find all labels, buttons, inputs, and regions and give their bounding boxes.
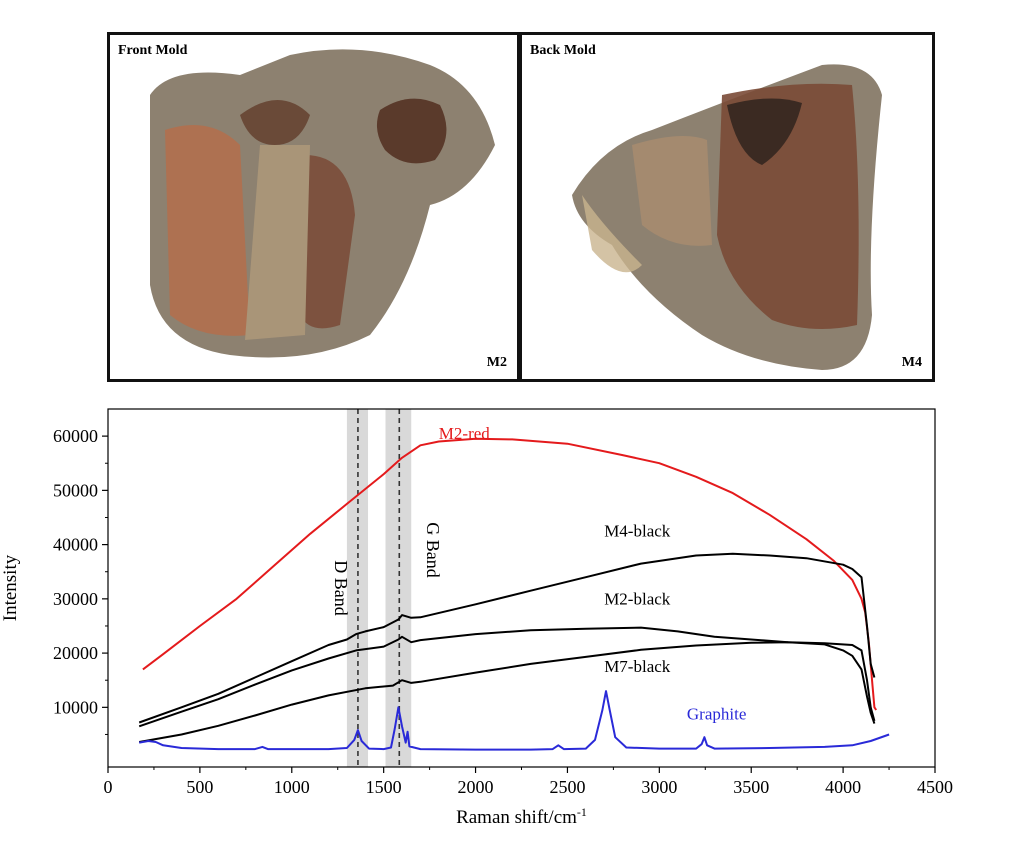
- x-tick-label-3: 1500: [366, 777, 402, 797]
- front-mold-panel: Front Mold M2: [107, 32, 520, 382]
- back-mold-image: [572, 64, 882, 370]
- y-tick-label-1: 20000: [53, 643, 98, 663]
- series-layer: M2-red M4-black M2-black M7-black Graphite: [138, 424, 890, 751]
- back-mold-panel: Back Mold M4: [519, 32, 935, 382]
- x-tick-label-1: 500: [186, 777, 213, 797]
- labels-layer: Raman shift/cm-1 Intensity: [0, 554, 587, 828]
- y-tick-label-5: 60000: [53, 426, 98, 446]
- x-axis-title: Raman shift/cm-1: [456, 805, 587, 828]
- x-tick-label-0: 0: [104, 777, 113, 797]
- series-line-m2-black: [138, 626, 876, 728]
- x-tick-label-6: 3000: [641, 777, 677, 797]
- y-tick-label-0: 10000: [53, 697, 98, 717]
- front-mold-image: [150, 49, 495, 358]
- series-label-m7-black: M7-black: [604, 657, 671, 676]
- x-tick-label-8: 4000: [825, 777, 861, 797]
- y-axis-title: Intensity: [0, 554, 21, 621]
- series-line-graphite: [139, 690, 890, 751]
- x-tick-label-5: 2500: [549, 777, 585, 797]
- series-line-m7-black: [139, 641, 876, 743]
- x-tick-label-9: 4500: [917, 777, 953, 797]
- front-mold-id: M2: [486, 355, 507, 370]
- y-tick-label-2: 30000: [53, 589, 98, 609]
- back-mold-id: M4: [901, 355, 922, 370]
- back-mold-label: Back Mold: [530, 43, 596, 58]
- bands-layer: D Band G Band: [331, 409, 443, 767]
- series-line-m4-black: [138, 552, 876, 724]
- band-label-0: D Band: [331, 560, 351, 616]
- band-label-1: G Band: [423, 522, 443, 578]
- x-tick-label-4: 2000: [458, 777, 494, 797]
- front-mold-label: Front Mold: [118, 43, 188, 58]
- series-label-m2-black: M2-black: [604, 589, 671, 608]
- raman-chart: D Band G Band M2-red M4-black M2-black M7-bl…: [0, 408, 953, 828]
- ticks-layer: 0 500 1000 1500 2000 2500 3000 3500 4000 4500 1000…: [53, 426, 953, 797]
- plot-frame: [107, 408, 936, 768]
- x-tick-label-7: 3500: [733, 777, 769, 797]
- y-tick-label-4: 50000: [53, 480, 98, 500]
- series-label-m2-red: M2-red: [439, 424, 490, 443]
- series-label-m4-black: M4-black: [604, 521, 671, 540]
- series-label-graphite: Graphite: [687, 704, 746, 723]
- series-line-m2-red: [142, 437, 878, 711]
- axes-layer: [107, 408, 936, 768]
- y-tick-label-3: 40000: [53, 535, 98, 555]
- x-tick-label-2: 1000: [274, 777, 310, 797]
- x-axis-title-superscript: -1: [577, 805, 587, 819]
